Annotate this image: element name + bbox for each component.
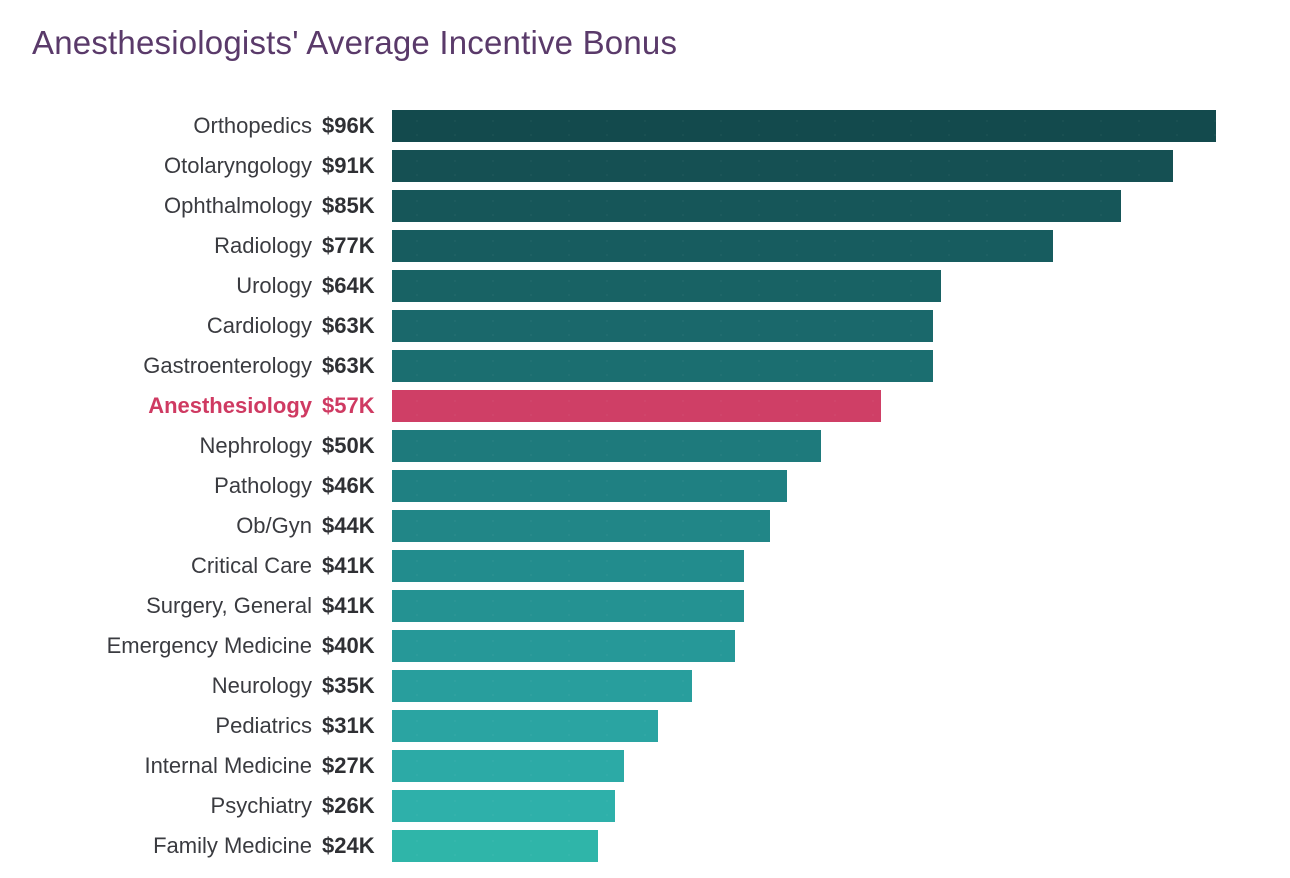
bar-track bbox=[392, 830, 1250, 862]
chart-row: Ob/Gyn$44K bbox=[32, 506, 1250, 546]
category-label: Ophthalmology bbox=[32, 193, 322, 219]
chart-row: Otolaryngology$91K bbox=[32, 146, 1250, 186]
chart-title: Anesthesiologists' Average Incentive Bon… bbox=[32, 24, 1250, 62]
value-label: $85K bbox=[322, 193, 392, 219]
chart-row: Psychiatry$26K bbox=[32, 786, 1250, 826]
value-label: $50K bbox=[322, 433, 392, 459]
chart-row: Pathology$46K bbox=[32, 466, 1250, 506]
value-label: $44K bbox=[322, 513, 392, 539]
category-label: Gastroenterology bbox=[32, 353, 322, 379]
bar bbox=[392, 190, 1121, 222]
bar-track bbox=[392, 430, 1250, 462]
category-label: Psychiatry bbox=[32, 793, 322, 819]
value-label: $31K bbox=[322, 713, 392, 739]
category-label: Otolaryngology bbox=[32, 153, 322, 179]
category-label: Emergency Medicine bbox=[32, 633, 322, 659]
chart-row: Cardiology$63K bbox=[32, 306, 1250, 346]
bar-track bbox=[392, 390, 1250, 422]
bar bbox=[392, 430, 821, 462]
bar-highlight bbox=[392, 390, 881, 422]
bar-track bbox=[392, 710, 1250, 742]
category-label: Family Medicine bbox=[32, 833, 322, 859]
value-label: $40K bbox=[322, 633, 392, 659]
category-label: Orthopedics bbox=[32, 113, 322, 139]
bar bbox=[392, 270, 941, 302]
value-label: $41K bbox=[322, 553, 392, 579]
bar-track bbox=[392, 150, 1250, 182]
chart-row: Emergency Medicine$40K bbox=[32, 626, 1250, 666]
bar bbox=[392, 310, 933, 342]
bar bbox=[392, 710, 658, 742]
chart-row: Neurology$35K bbox=[32, 666, 1250, 706]
value-label: $41K bbox=[322, 593, 392, 619]
bar-track bbox=[392, 590, 1250, 622]
category-label: Nephrology bbox=[32, 433, 322, 459]
bar bbox=[392, 550, 744, 582]
chart-row: Radiology$77K bbox=[32, 226, 1250, 266]
bar bbox=[392, 670, 692, 702]
bar-track bbox=[392, 470, 1250, 502]
value-label: $35K bbox=[322, 673, 392, 699]
value-label: $27K bbox=[322, 753, 392, 779]
value-label: $26K bbox=[322, 793, 392, 819]
bar-track bbox=[392, 630, 1250, 662]
value-label: $96K bbox=[322, 113, 392, 139]
value-label: $63K bbox=[322, 313, 392, 339]
bar bbox=[392, 830, 598, 862]
category-label: Ob/Gyn bbox=[32, 513, 322, 539]
bar-track bbox=[392, 670, 1250, 702]
chart-rows: Orthopedics$96KOtolaryngology$91KOphthal… bbox=[32, 106, 1250, 866]
category-label: Anesthesiology bbox=[32, 393, 322, 419]
bar bbox=[392, 750, 624, 782]
category-label: Critical Care bbox=[32, 553, 322, 579]
value-label: $91K bbox=[322, 153, 392, 179]
bar-track bbox=[392, 750, 1250, 782]
chart-row: Nephrology$50K bbox=[32, 426, 1250, 466]
value-label: $64K bbox=[322, 273, 392, 299]
bar-track bbox=[392, 550, 1250, 582]
value-label: $24K bbox=[322, 833, 392, 859]
chart-row: Ophthalmology$85K bbox=[32, 186, 1250, 226]
category-label: Radiology bbox=[32, 233, 322, 259]
bar-track bbox=[392, 230, 1250, 262]
category-label: Pediatrics bbox=[32, 713, 322, 739]
bar-track bbox=[392, 270, 1250, 302]
category-label: Internal Medicine bbox=[32, 753, 322, 779]
category-label: Urology bbox=[32, 273, 322, 299]
chart-row: Orthopedics$96K bbox=[32, 106, 1250, 146]
chart-row: Urology$64K bbox=[32, 266, 1250, 306]
category-label: Pathology bbox=[32, 473, 322, 499]
bar-track bbox=[392, 310, 1250, 342]
category-label: Neurology bbox=[32, 673, 322, 699]
bar-track bbox=[392, 110, 1250, 142]
bar-track bbox=[392, 790, 1250, 822]
bar bbox=[392, 470, 787, 502]
bar bbox=[392, 150, 1173, 182]
bar-track bbox=[392, 190, 1250, 222]
chart-row: Family Medicine$24K bbox=[32, 826, 1250, 866]
bar bbox=[392, 350, 933, 382]
category-label: Surgery, General bbox=[32, 593, 322, 619]
bonus-bar-chart: Anesthesiologists' Average Incentive Bon… bbox=[0, 0, 1290, 878]
value-label: $63K bbox=[322, 353, 392, 379]
chart-row: Anesthesiology$57K bbox=[32, 386, 1250, 426]
bar bbox=[392, 790, 615, 822]
chart-row: Pediatrics$31K bbox=[32, 706, 1250, 746]
bar-track bbox=[392, 510, 1250, 542]
chart-row: Surgery, General$41K bbox=[32, 586, 1250, 626]
bar bbox=[392, 110, 1216, 142]
value-label: $46K bbox=[322, 473, 392, 499]
bar-track bbox=[392, 350, 1250, 382]
value-label: $77K bbox=[322, 233, 392, 259]
bar bbox=[392, 590, 744, 622]
chart-row: Internal Medicine$27K bbox=[32, 746, 1250, 786]
chart-row: Gastroenterology$63K bbox=[32, 346, 1250, 386]
value-label: $57K bbox=[322, 393, 392, 419]
category-label: Cardiology bbox=[32, 313, 322, 339]
bar bbox=[392, 230, 1053, 262]
chart-row: Critical Care$41K bbox=[32, 546, 1250, 586]
bar bbox=[392, 630, 735, 662]
bar bbox=[392, 510, 770, 542]
